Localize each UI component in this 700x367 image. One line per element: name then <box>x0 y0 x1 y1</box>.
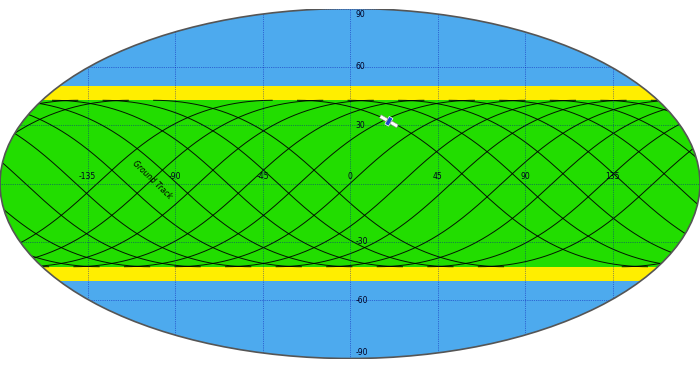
Text: -90: -90 <box>356 348 368 357</box>
Text: 0: 0 <box>348 172 352 181</box>
Text: -45: -45 <box>256 172 269 181</box>
Text: AEROSPACE: AEROSPACE <box>595 335 654 344</box>
Text: -60: -60 <box>356 296 368 305</box>
Text: 60: 60 <box>356 62 365 71</box>
Ellipse shape <box>0 8 700 359</box>
Text: -90: -90 <box>169 172 181 181</box>
Text: -135: -135 <box>79 172 96 181</box>
Text: 30: 30 <box>356 121 365 130</box>
Bar <box>0 100 700 267</box>
Polygon shape <box>379 115 388 122</box>
Polygon shape <box>385 116 393 126</box>
Text: 90: 90 <box>356 10 365 19</box>
Polygon shape <box>390 121 398 128</box>
Text: 45: 45 <box>433 172 442 181</box>
Text: -30: -30 <box>356 237 368 246</box>
Text: 90: 90 <box>520 172 530 181</box>
Text: Ground Track: Ground Track <box>130 159 173 201</box>
Bar <box>0 267 700 281</box>
Bar <box>0 86 700 100</box>
Text: 135: 135 <box>606 172 620 181</box>
